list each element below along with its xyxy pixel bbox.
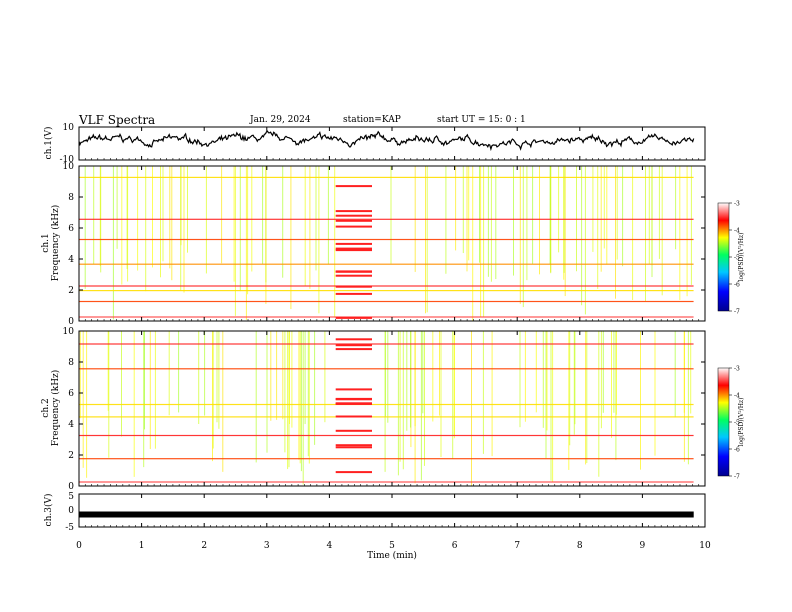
ch1-ylabel: ch.1(V) — [43, 127, 54, 160]
station-label: station=KAP — [343, 115, 401, 125]
ch1-series-line — [78, 130, 695, 152]
ch1-spectrogram-image — [79, 166, 705, 321]
date-label: Jan. 29, 2024 — [250, 115, 311, 125]
start-ut-label: start UT = 15: 0 : 1 — [437, 115, 526, 125]
chart-title: VLF Spectra — [79, 113, 156, 127]
ch1-ytick-top: 10 — [63, 123, 75, 133]
ch1-waveform-panel: 10 -10 ch.1(V) — [43, 123, 706, 165]
ch1-ytick-bottom: -10 — [60, 155, 75, 165]
